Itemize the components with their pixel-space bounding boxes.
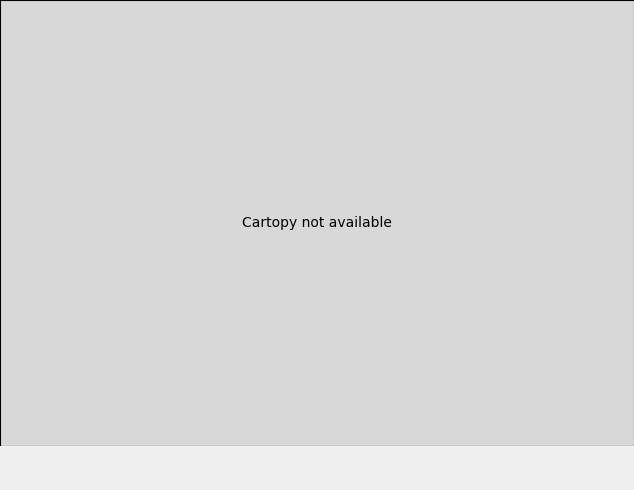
Text: Cartopy not available: Cartopy not available xyxy=(242,216,392,230)
Text: Height/Temp. 850 hPa [gdpm] ECMWF: Height/Temp. 850 hPa [gdpm] ECMWF xyxy=(6,458,254,471)
Text: Fr 07-06-2024 06:00 UTC (06+144): Fr 07-06-2024 06:00 UTC (06+144) xyxy=(387,458,628,471)
Text: ©weatheronline.co.uk: ©weatheronline.co.uk xyxy=(503,479,628,489)
